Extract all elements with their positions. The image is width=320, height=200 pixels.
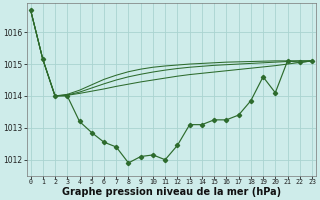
X-axis label: Graphe pression niveau de la mer (hPa): Graphe pression niveau de la mer (hPa) xyxy=(62,187,281,197)
